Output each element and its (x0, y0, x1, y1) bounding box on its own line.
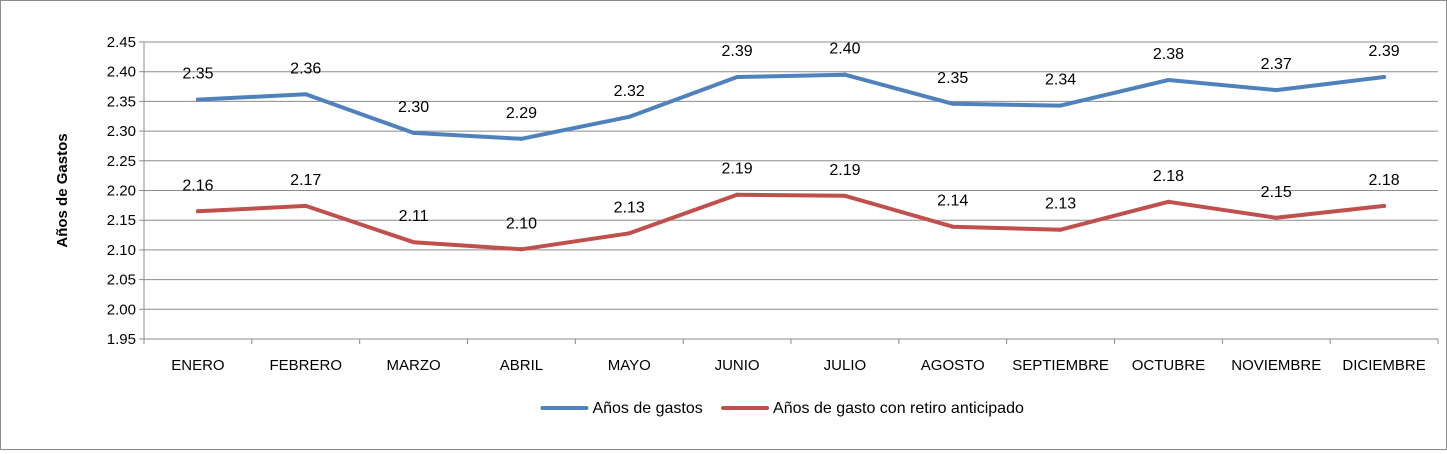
data-label: 2.35 (937, 70, 968, 87)
data-point (411, 130, 416, 135)
data-label: 2.11 (399, 208, 429, 225)
data-point (1382, 203, 1387, 208)
data-point (195, 97, 200, 102)
data-label: 2.17 (290, 172, 321, 189)
data-label: 2.29 (506, 105, 537, 122)
data-label: 2.36 (290, 60, 321, 77)
data-point (303, 92, 308, 97)
data-label: 2.13 (1045, 196, 1076, 213)
x-tick-label: MAYO (608, 357, 651, 374)
data-point (411, 240, 416, 245)
x-tick-label: FEBRERO (269, 357, 342, 374)
legend: Años de gastos Años de gasto con retiro a… (540, 400, 1024, 417)
data-point (1274, 88, 1279, 93)
data-label: 2.34 (1045, 72, 1076, 89)
series (195, 72, 1387, 252)
data-label: 2.39 (1369, 43, 1400, 60)
data-point (1166, 199, 1171, 204)
x-tick-label: OCTUBRE (1132, 357, 1205, 374)
y-tick-label: 2.30 (107, 123, 136, 140)
data-point (842, 72, 847, 77)
data-point (735, 75, 740, 80)
data-point (735, 192, 740, 197)
y-tick-label: 2.45 (107, 34, 136, 51)
data-label: 2.15 (1261, 184, 1292, 201)
data-label: 2.19 (722, 161, 753, 178)
y-tick-label: 1.95 (107, 331, 136, 348)
x-tick-label: JULIO (824, 357, 867, 374)
x-tick-label: ABRIL (500, 357, 543, 374)
data-label: 2.10 (506, 215, 537, 232)
data-point (627, 231, 632, 236)
data-point (519, 247, 524, 252)
y-tick-label: 2.20 (107, 183, 136, 200)
y-tick-label: 2.40 (107, 64, 136, 81)
data-labels: 2.35 2.36 2.30 2.29 2.32 2.39 2.40 2.35 2.34 2.38… (182, 41, 1399, 233)
y-tick-label: 2.00 (107, 301, 136, 318)
x-tick-label: JUNIO (715, 357, 760, 374)
data-point (950, 101, 955, 106)
x-tick-label: AGOSTO (921, 357, 985, 374)
data-point (519, 136, 524, 141)
data-point (627, 114, 632, 119)
data-label: 2.18 (1369, 172, 1400, 189)
data-label: 2.16 (182, 177, 213, 194)
data-label: 2.39 (722, 43, 753, 60)
legend-label: Años de gastos (592, 400, 702, 417)
data-label: 2.14 (937, 193, 968, 210)
data-label: 2.35 (182, 66, 213, 83)
data-point (1382, 75, 1387, 80)
data-label: 2.38 (1153, 46, 1184, 63)
data-point (1058, 103, 1063, 108)
data-point (195, 209, 200, 214)
y-tick-label: 2.25 (107, 153, 136, 170)
data-point (842, 193, 847, 198)
y-axis-title: Años de Gastos (54, 133, 71, 247)
axes: 1.95 2.00 2.05 2.10 2.15 2.20 2.25 2.30 2.35 2.40… (107, 34, 1439, 374)
y-tick-label: 2.10 (107, 242, 136, 259)
data-label: 2.13 (614, 199, 645, 216)
series-line (195, 72, 1387, 141)
data-point (1166, 78, 1171, 83)
data-label: 2.37 (1261, 56, 1292, 73)
data-point (303, 203, 308, 208)
x-tick-label: ENERO (171, 357, 224, 374)
y-tick-label: 2.35 (107, 93, 136, 110)
series-line (195, 192, 1387, 252)
data-label: 2.30 (398, 99, 429, 116)
x-tick-label: SEPTIEMBRE (1012, 357, 1109, 374)
data-label: 2.18 (1153, 168, 1184, 185)
x-tick-label: NOVIEMBRE (1231, 357, 1321, 374)
gridlines (144, 41, 1438, 340)
data-point (1058, 227, 1063, 232)
x-tick-label: MARZO (386, 357, 440, 374)
y-tick-label: 2.15 (107, 212, 136, 229)
data-point (950, 224, 955, 229)
x-tick-label: DICIEMBRE (1342, 357, 1425, 374)
y-tick-label: 2.05 (107, 272, 136, 289)
data-label: 2.32 (614, 83, 645, 100)
data-point (1274, 215, 1279, 220)
data-label: 2.40 (829, 41, 860, 58)
legend-label: Años de gasto con retiro anticipado (773, 400, 1024, 417)
data-label: 2.19 (829, 162, 860, 179)
